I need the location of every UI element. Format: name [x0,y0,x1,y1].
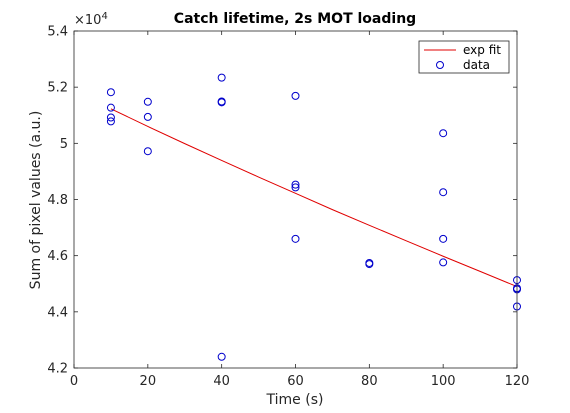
data-point [143,112,152,121]
data-point [106,88,115,97]
data-point [106,103,115,112]
x-axis-label: Time (s) [266,392,324,408]
data-markers-layer [106,73,521,361]
data-point [291,180,300,189]
data-point [106,113,115,122]
x-tick-label: 120 [505,374,530,389]
y-axis-label: Sum of pixel values (a.u.) [28,111,44,290]
y-tick-label: 5 [60,137,68,152]
exp-fit-line [110,108,518,288]
x-tick-label: 40 [213,374,230,389]
chart-title: Catch lifetime, 2s MOT loading [174,11,416,27]
x-tick-label: 100 [431,374,456,389]
y-exponent-power: 4 [101,11,107,22]
x-tick-label: 0 [70,374,78,389]
legend: exp fit data [418,40,510,74]
data-point [291,91,300,100]
legend-box [418,40,510,74]
data-point [143,147,152,156]
data-point [439,258,448,267]
fit-line-layer [110,108,518,288]
y-tick-label: 5.2 [47,81,68,96]
legend-fit-label: exp fit [463,43,501,57]
y-exponent-label: ×104 [74,11,108,28]
y-tick-label: 4.6 [47,249,68,264]
data-point [217,352,226,361]
data-point [291,183,300,192]
y-tick-label: 5.4 [47,25,68,40]
data-point [106,117,115,126]
data-point [439,188,448,197]
data-point [143,97,152,106]
plot-area [74,31,517,368]
y-exponent-base: ×10 [74,13,101,28]
data-point [365,260,374,269]
x-tick-label: 20 [140,374,157,389]
data-point [291,234,300,243]
y-tick-label: 4.4 [47,305,68,320]
data-point [217,98,226,107]
y-axis: 4.2 4.4 4.6 4.8 5 5.2 5.4 [47,25,517,377]
y-tick-label: 4.2 [47,362,68,377]
legend-data-swatch [436,61,444,69]
data-point [439,129,448,138]
data-point [439,234,448,243]
x-tick-label: 80 [361,374,378,389]
x-tick-label: 60 [287,374,304,389]
data-point [217,73,226,82]
y-tick-label: 4.8 [47,193,68,208]
legend-data-label: data [463,58,490,72]
x-axis: 0 20 40 60 80 100 120 [70,31,530,389]
